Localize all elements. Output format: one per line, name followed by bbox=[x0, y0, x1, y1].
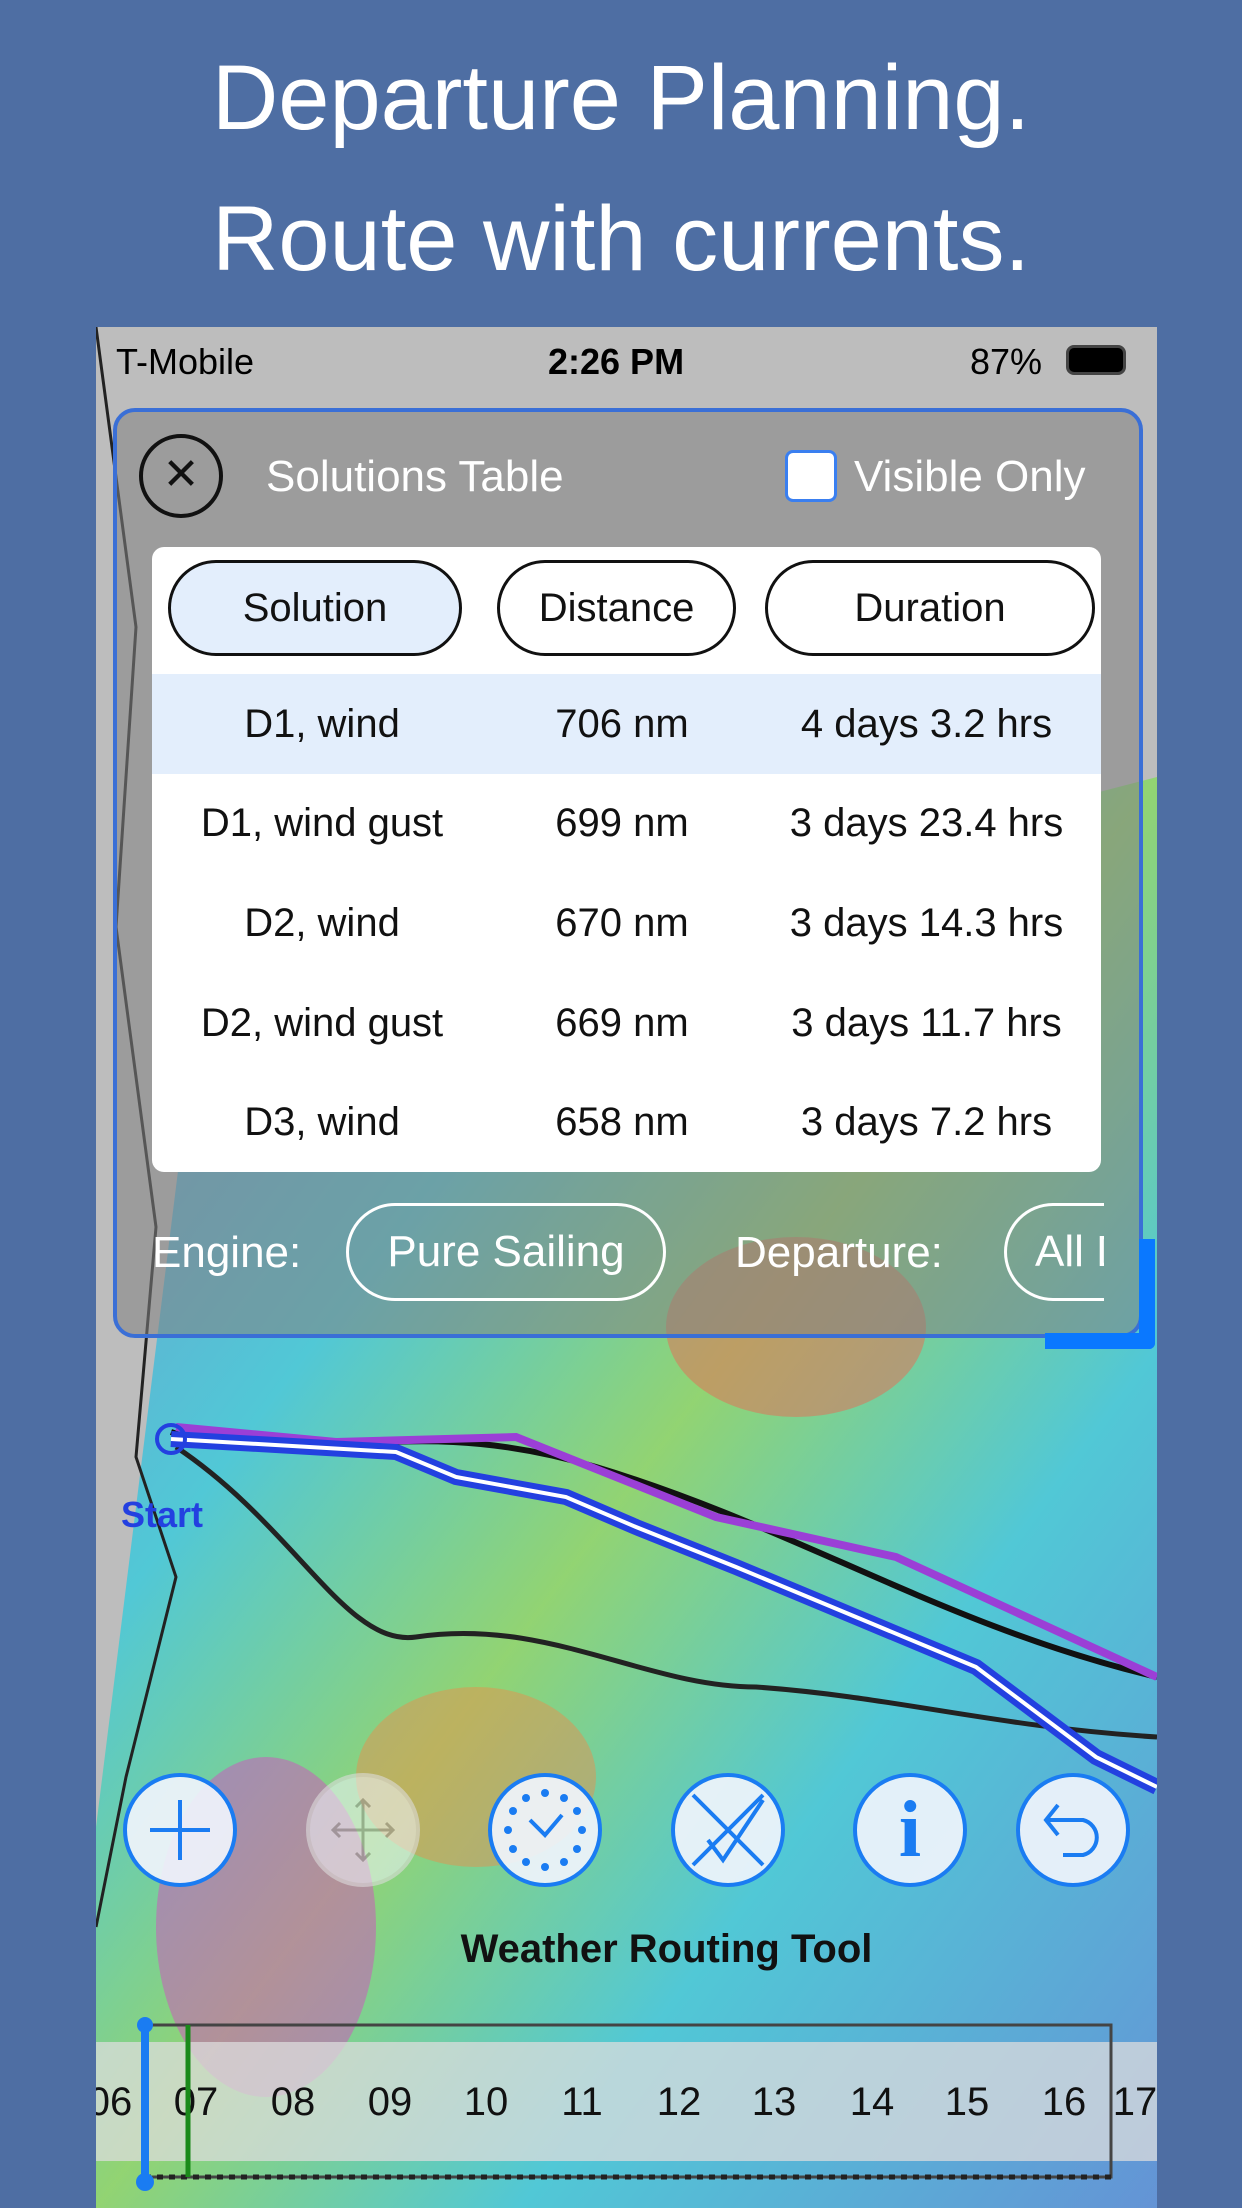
cell-duration: 4 days 3.2 hrs bbox=[800, 702, 1053, 746]
table-row[interactable]: D1, wind 706 nm 4 days 3.2 hrs bbox=[152, 674, 1101, 774]
timeline-label: 06 bbox=[96, 2080, 133, 2124]
clock: 2:26 PM bbox=[548, 341, 685, 382]
tool-title: Weather Routing Tool bbox=[460, 1927, 873, 1971]
plus-icon bbox=[150, 1800, 210, 1860]
cell-solution: D3, wind bbox=[244, 1100, 400, 1144]
cell-distance: 669 nm bbox=[555, 1001, 689, 1045]
solutions-table: Solution Distance Duration D1, wind 706 n… bbox=[152, 547, 1101, 1172]
sort-duration-button[interactable]: Duration bbox=[765, 560, 1095, 656]
undo-icon bbox=[1043, 1803, 1099, 1857]
departure-select[interactable]: All D bbox=[1004, 1203, 1104, 1301]
clock-icon bbox=[504, 1789, 586, 1871]
move-button[interactable] bbox=[306, 1773, 420, 1887]
add-button[interactable] bbox=[123, 1773, 237, 1887]
timeline-label: 08 bbox=[270, 2080, 316, 2124]
timeline-label: 11 bbox=[561, 2080, 603, 2124]
carrier: T-Mobile bbox=[116, 341, 255, 382]
solutions-panel: ✕ Solutions Table Visible Only Solution … bbox=[113, 408, 1143, 1338]
timeline[interactable]: 06 07 08 09 10 11 12 13 14 15 16 17 bbox=[96, 2042, 1157, 2161]
cell-solution: D1, wind gust bbox=[200, 801, 444, 845]
timeline-label: 16 bbox=[1041, 2080, 1087, 2124]
panel-title: Solutions Table bbox=[266, 452, 564, 501]
timeline-label: 14 bbox=[849, 2080, 895, 2124]
cell-solution: D2, wind bbox=[244, 901, 400, 945]
phone-screen: Start T-Mobile 2:26 PM 87% ✕ Solutions T… bbox=[96, 327, 1157, 2208]
cell-distance: 670 nm bbox=[555, 901, 689, 945]
cell-duration: 3 days 11.7 hrs bbox=[791, 1001, 1062, 1045]
timeline-label: 07 bbox=[173, 2080, 219, 2124]
move-icon bbox=[330, 1797, 396, 1863]
departure-time-button[interactable] bbox=[488, 1773, 602, 1887]
timeline-label: 12 bbox=[656, 2080, 702, 2124]
headline-line-2: Route with currents. bbox=[211, 188, 1031, 290]
cell-distance: 699 nm bbox=[555, 801, 689, 845]
undo-button[interactable] bbox=[1016, 1773, 1130, 1887]
visible-only-checkbox[interactable] bbox=[785, 450, 837, 502]
cell-distance: 706 nm bbox=[555, 702, 689, 746]
close-button[interactable]: ✕ bbox=[139, 434, 223, 518]
headline-line-1: Departure Planning. bbox=[211, 47, 1031, 149]
start-label: Start bbox=[121, 1494, 203, 1535]
table-row[interactable]: D2, wind 670 nm 3 days 14.3 hrs bbox=[152, 873, 1101, 973]
route-black-south bbox=[174, 1444, 1157, 1740]
table-row[interactable]: D3, wind 658 nm 3 days 7.2 hrs bbox=[152, 1072, 1101, 1172]
info-button[interactable]: i bbox=[853, 1773, 967, 1887]
battery-icon bbox=[1066, 345, 1126, 375]
battery-percent: 87% bbox=[970, 341, 1043, 382]
sort-distance-button[interactable]: Distance bbox=[497, 560, 736, 656]
cell-solution: D2, wind gust bbox=[200, 1001, 444, 1045]
cell-duration: 3 days 23.4 hrs bbox=[789, 801, 1064, 845]
timeline-track bbox=[136, 2017, 1113, 2191]
departure-label: Departure: bbox=[735, 1228, 943, 1277]
cell-distance: 658 nm bbox=[555, 1100, 689, 1144]
engine-label: Engine: bbox=[152, 1228, 302, 1277]
table-row[interactable]: D1, wind gust 699 nm 3 days 23.4 hrs bbox=[152, 773, 1101, 873]
cancel-check-icon bbox=[691, 1793, 765, 1867]
clear-routes-button[interactable] bbox=[671, 1773, 785, 1887]
timeline-label: 10 bbox=[463, 2080, 509, 2124]
timeline-label: 17 bbox=[1112, 2080, 1157, 2124]
status-bar: T-Mobile 2:26 PM 87% bbox=[96, 327, 1157, 395]
visible-only-label: Visible Only bbox=[854, 452, 1086, 501]
info-icon: i bbox=[898, 1785, 922, 1874]
cell-solution: D1, wind bbox=[244, 702, 400, 746]
table-row[interactable]: D2, wind gust 669 nm 3 days 11.7 hrs bbox=[152, 973, 1101, 1073]
start-marker bbox=[155, 1423, 187, 1455]
cell-duration: 3 days 7.2 hrs bbox=[800, 1100, 1053, 1144]
resize-handle[interactable] bbox=[1045, 1239, 1155, 1349]
sort-solution-button[interactable]: Solution bbox=[168, 560, 462, 656]
timeline-label: 15 bbox=[944, 2080, 990, 2124]
timeline-label: 09 bbox=[367, 2080, 413, 2124]
timeline-label: 13 bbox=[751, 2080, 797, 2124]
engine-select[interactable]: Pure Sailing bbox=[346, 1203, 666, 1301]
route-white bbox=[170, 1437, 1157, 1789]
cell-duration: 3 days 14.3 hrs bbox=[789, 901, 1064, 945]
